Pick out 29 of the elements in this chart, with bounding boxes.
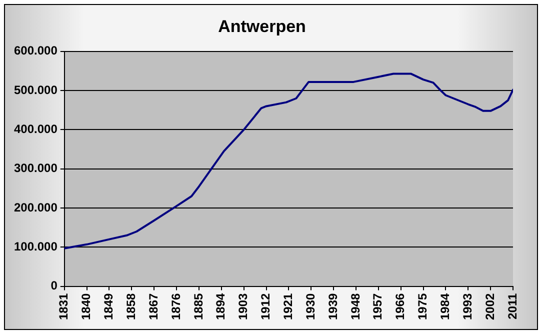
x-tick-label: 1966	[393, 292, 408, 320]
x-tick-label: 1975	[416, 292, 430, 320]
x-tick-label: 2002	[482, 292, 497, 320]
x-tick-label: 1903	[236, 292, 250, 320]
x-tick-label: 1921	[281, 292, 295, 320]
x-tick-label: 1984	[438, 292, 452, 320]
x-tick-label: 2011	[505, 292, 520, 320]
y-tick-label: 500.000	[14, 82, 58, 97]
y-tick-label: 300.000	[14, 161, 58, 176]
y-tick-label: 0	[50, 278, 58, 293]
x-tick-label: 1849	[102, 292, 116, 320]
x-tick-label: 1858	[124, 292, 138, 320]
x-tick-label: 1876	[168, 292, 183, 320]
x-tick-label: 1957	[370, 292, 385, 320]
x-tick-label: 1912	[258, 292, 273, 320]
x-tick-label: 1867	[146, 292, 160, 320]
x-tick-label: 1885	[191, 292, 206, 320]
x-tick-label: 1831	[56, 292, 71, 320]
x-tick-label: 1993	[460, 292, 474, 320]
y-tick-label: 200.000	[14, 200, 58, 214]
y-tick-label: 400.000	[14, 122, 58, 136]
x-tick-label: 1894	[214, 292, 228, 320]
chart-title: Antwerpen	[218, 16, 306, 36]
x-tick-label: 1840	[79, 292, 94, 320]
x-tick-label: 1930	[303, 292, 318, 320]
y-tick-label: 600.000	[14, 44, 58, 58]
y-tick-label: 100.000	[14, 239, 58, 254]
x-tick-label: 1948	[348, 292, 362, 320]
x-tick-label: 1939	[326, 292, 340, 320]
